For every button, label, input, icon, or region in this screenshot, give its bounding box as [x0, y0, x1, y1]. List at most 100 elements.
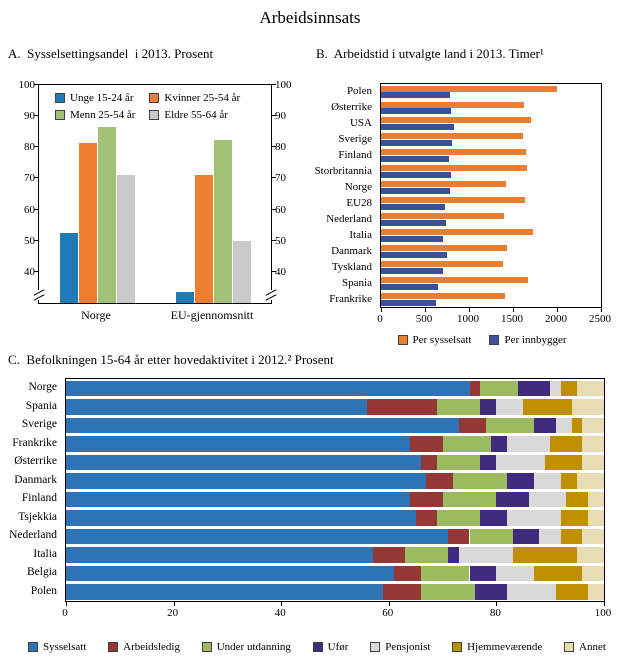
y-category-label: Italia: [33, 547, 57, 560]
segment-Frankrike-Sysselsatt: [66, 436, 411, 452]
x-tick-mark: [173, 602, 175, 606]
chart-c-labels: Norge Spania Sverige Frankrike Østerrike Danm…: [8, 378, 61, 602]
segment-Belgia-Pensjonist: [496, 565, 535, 581]
bar-EU-gjennomsnitt-Eldre 55-64 år: [232, 240, 251, 303]
y-tick-mark: [34, 239, 38, 241]
y-category-label: Polen: [346, 85, 372, 98]
bar-per-sysselsatt-Frankrike: [381, 292, 506, 299]
x-tick-label: 2500: [589, 313, 611, 325]
x-tick-label: 2000: [545, 313, 567, 325]
segment-Norge-Sysselsatt: [66, 380, 470, 396]
y-category-label: Nederland: [326, 212, 372, 225]
segment-Norge-Pensjonist: [550, 380, 561, 396]
y-tick-label: 100: [18, 79, 36, 91]
legend-label: Ufør: [327, 641, 349, 653]
segment-Nederland-Sysselsatt: [66, 528, 448, 544]
y-tick-label: 80: [24, 141, 35, 154]
y-category-label: Danmark: [14, 473, 57, 486]
segment-Danmark-Pensjonist: [534, 473, 561, 489]
chart-c-legend: Sysselsatt Arbeidsledig Under utdanning Ufø…: [28, 641, 606, 653]
segment-Østerrike-Pensjonist: [496, 454, 545, 470]
legend-label: Per innbygger: [504, 334, 567, 346]
y-category-label: Spania: [25, 399, 57, 412]
segment-Norge-Hjemmeværende: [560, 380, 578, 396]
y-tick-mark: [272, 208, 276, 210]
y-tick-mark: [34, 270, 38, 272]
segment-Nederland-Pensjonist: [539, 528, 561, 544]
segment-Polen-Annet: [587, 584, 604, 600]
y-tick-mark: [272, 239, 276, 241]
y-tick-label: 100: [275, 79, 292, 91]
segment-Italia-Hjemmeværende: [512, 547, 578, 563]
y-category-label: Østerrike: [331, 101, 372, 114]
y-tick-label: 70: [24, 172, 35, 185]
chart-a-plot: Unge 15-24 år Kvinner 25-54 år Menn 25-54 …: [19, 79, 292, 304]
y-category-label: Frankrike: [12, 436, 57, 449]
y-category-label: Belgia: [26, 566, 57, 579]
y-category-label: Finland: [338, 149, 372, 162]
x-tick-label: 1500: [501, 313, 523, 325]
y-category-label: Danmark: [331, 244, 372, 257]
segment-Spania-Under utdanning: [437, 399, 481, 415]
y-tick-mark: [34, 208, 38, 210]
segment-Italia-Sysselsatt: [66, 547, 373, 563]
segment-Nederland-Arbeidsledig: [447, 528, 470, 544]
y-category-label: Storbritannia: [314, 165, 372, 178]
segment-Østerrike-Under utdanning: [437, 454, 481, 470]
bar-Norge-Menn 25-54 år: [97, 127, 116, 303]
y-category-label: Nederland: [9, 529, 57, 542]
bar-per-innbygger-Frankrike: [381, 299, 437, 306]
x-tick-mark: [66, 602, 67, 606]
legend-entry: Unge 15-24 år: [55, 92, 135, 104]
x-tick-label: 100: [594, 607, 612, 619]
segment-Finland-Under utdanning: [442, 491, 497, 507]
segment-Danmark-Arbeidsledig: [426, 473, 454, 489]
x-tick-mark: [604, 602, 605, 606]
segment-Norge-Annet: [577, 380, 604, 396]
y-category-label: USA: [349, 117, 372, 130]
segment-Finland-Pensjonist: [528, 491, 567, 507]
bar-per-innbygger-Sverige: [381, 140, 453, 147]
bar-per-sysselsatt-Nederland: [381, 213, 505, 220]
y-category-label: Spania: [342, 276, 372, 289]
segment-Østerrike-Sysselsatt: [66, 454, 422, 470]
segment-Sverige-Arbeidsledig: [458, 417, 486, 433]
segment-Sverige-Ufør: [534, 417, 556, 433]
segment-Belgia-Annet: [582, 565, 604, 581]
segment-Frankrike-Annet: [582, 436, 604, 452]
legend-entry: Pensjonist: [370, 641, 430, 653]
segment-Nederland-Annet: [582, 528, 604, 544]
y-tick-mark: [272, 115, 276, 117]
x-tick-label: 80: [489, 607, 501, 619]
segment-Sverige-Under utdanning: [485, 417, 535, 433]
bar-per-sysselsatt-Norge: [381, 181, 506, 188]
legend-label: Under utdanning: [216, 641, 291, 653]
legend-swatch-Pensjonist: [370, 642, 381, 652]
axis-break-mark: [33, 289, 45, 301]
segment-Tsjekkia-Pensjonist: [507, 510, 561, 526]
y-tick-label: 50: [24, 234, 35, 247]
segment-Spania-Pensjonist: [496, 399, 524, 415]
segment-Spania-Arbeidsledig: [367, 399, 438, 415]
y-tick-mark: [272, 84, 276, 85]
segment-Danmark-Under utdanning: [453, 473, 508, 489]
segment-Belgia-Sysselsatt: [66, 565, 395, 581]
segment-Frankrike-Ufør: [491, 436, 508, 452]
chart-b-title: B. Arbeidstid i utvalgte land i 2013. Ti…: [316, 46, 544, 61]
y-tick-mark: [34, 177, 38, 179]
segment-Sverige-Hjemmeværende: [571, 417, 583, 433]
legend-swatch-Unge 15-24 år: [55, 93, 65, 103]
legend-entry: Menn 25-54 år: [55, 109, 135, 121]
segment-Spania-Annet: [571, 399, 604, 415]
chart-c-plot: [65, 378, 605, 606]
axis-break-mark: [265, 289, 277, 301]
x-tick-label: 500: [415, 313, 433, 325]
bar-per-sysselsatt-USA: [381, 117, 532, 124]
figure-title: Arbeidsinnsats: [259, 8, 361, 27]
segment-Frankrike-Pensjonist: [507, 436, 551, 452]
y-category-label: Norge: [344, 181, 372, 194]
legend-swatch-Menn 25-54 år: [55, 110, 65, 120]
y-category-label: EU28: [346, 196, 372, 209]
segment-Belgia-Under utdanning: [421, 565, 470, 581]
y-tick-label: 60: [24, 203, 35, 216]
